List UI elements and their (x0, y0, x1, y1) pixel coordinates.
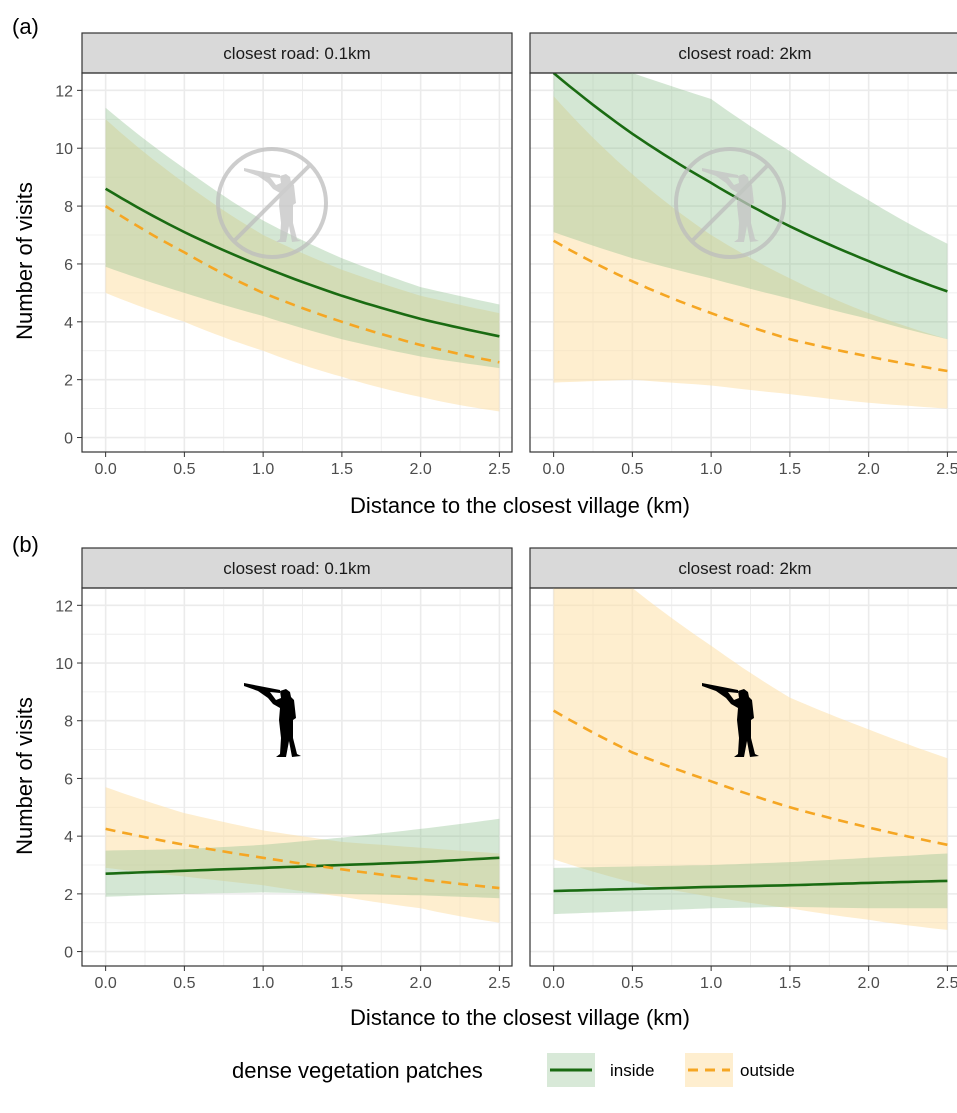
x-tick-label: 1.5 (779, 461, 801, 478)
panel-border (81, 72, 513, 453)
x-tick-label: 0.0 (95, 975, 117, 992)
hunter-icon (702, 683, 759, 757)
y-tick-label: 6 (64, 257, 73, 274)
y-tick-label: 10 (55, 141, 73, 158)
y-tick-label: 10 (55, 656, 73, 673)
facet-strip (529, 32, 957, 74)
plot-area (105, 787, 500, 923)
legend: dense vegetation patches inside outside (232, 1053, 795, 1087)
y-tick-label: 2 (64, 373, 73, 390)
x-tick-label: 0.0 (95, 461, 117, 478)
x-axis-title-a: Distance to the closest village (km) (350, 493, 690, 518)
hunter-crossed-out-icon (216, 147, 328, 259)
y-tick-label: 6 (64, 771, 73, 788)
plot-area (104, 107, 500, 412)
x-tick-label: 1.0 (252, 975, 274, 992)
hunter-silhouette (244, 683, 301, 757)
x-tick-label: 0.0 (543, 461, 565, 478)
x-tick-label: 2.5 (936, 461, 957, 478)
x-tick-label: 1.5 (331, 461, 353, 478)
facet-strip (81, 547, 513, 589)
facet-strip-label: closest road: 0.1km (223, 559, 370, 578)
x-tick-label: 1.5 (331, 975, 353, 992)
panel-border (81, 587, 513, 967)
hunter-crossed-out-icon (674, 147, 786, 259)
prohibition-circle (216, 147, 328, 259)
confidence-band-outside (105, 787, 500, 923)
y-axis-title-a: Number of visits (12, 182, 37, 340)
panel-4: closest road: 2km 0.0 0.5 1.0 1.5 2.0 2.5 (529, 547, 957, 992)
x-tick-label: 1.0 (700, 975, 722, 992)
y-tick-label: 4 (64, 315, 73, 332)
panel-tag-a: (a) (12, 14, 39, 39)
x-tick-label: 1.0 (252, 461, 274, 478)
x-tick-label: 2.5 (936, 975, 957, 992)
panel-3: closest road: 0.1km 0.0 0.5 1.0 1.5 2.0 2.5 0 2 4… (55, 547, 513, 992)
confidence-band-inside (105, 818, 500, 899)
x-tick-label: 0.5 (621, 975, 643, 992)
confidence-band-outside (553, 96, 948, 409)
facet-strip-label: closest road: 2km (678, 44, 811, 63)
x-tick-label: 0.0 (543, 975, 565, 992)
x-tick-label: 2.5 (488, 975, 510, 992)
x-tick-label: 2.5 (488, 461, 510, 478)
y-tick-label: 2 (64, 887, 73, 904)
facet-strip-label: closest road: 2km (678, 559, 811, 578)
legend-label-outside: outside (740, 1061, 795, 1080)
y-tick-label: 4 (64, 829, 73, 846)
x-axis-title-b: Distance to the closest village (km) (350, 1005, 690, 1030)
series-line-outside (104, 205, 500, 364)
y-tick-label: 12 (55, 598, 73, 615)
y-axis-title-b: Number of visits (12, 697, 37, 855)
y-tick-label: 0 (64, 945, 73, 962)
facet-strip (81, 32, 513, 74)
x-tick-label: 0.5 (173, 461, 195, 478)
series-line-inside (104, 187, 500, 338)
plot-area (552, 588, 948, 930)
x-tick-label: 2.0 (858, 461, 880, 478)
series-line-outside (105, 827, 500, 890)
hunter-icon (244, 683, 301, 757)
panels-layer: closest road: 0.1km 0.0 0.5 1.0 1.5 2.0 2.5 0 2 4… (55, 32, 957, 992)
hunter-silhouette (702, 683, 759, 757)
panel-border (529, 72, 957, 453)
series-line-inside (105, 856, 500, 875)
x-tick-label: 2.0 (858, 975, 880, 992)
x-tick-label: 2.0 (410, 461, 432, 478)
x-tick-label: 1.5 (779, 975, 801, 992)
legend-title: dense vegetation patches (232, 1058, 483, 1083)
panel-border (529, 587, 957, 967)
y-tick-label: 12 (55, 83, 73, 100)
x-tick-label: 0.5 (173, 975, 195, 992)
x-tick-label: 2.0 (410, 975, 432, 992)
series-line-outside (552, 239, 948, 373)
panel-1: closest road: 0.1km 0.0 0.5 1.0 1.5 2.0 2.5 0 2 4… (55, 32, 513, 478)
x-tick-label: 0.5 (621, 461, 643, 478)
y-tick-label: 8 (64, 714, 73, 731)
panel-2: closest road: 2km 0.0 0.5 1.0 1.5 2.0 2.5 (529, 32, 957, 478)
confidence-band-outside (553, 588, 948, 930)
prohibition-slash (232, 163, 312, 243)
confidence-band-inside (105, 107, 500, 369)
y-tick-label: 0 (64, 431, 73, 448)
facet-strip-label: closest road: 0.1km (223, 44, 370, 63)
series-line-inside (553, 879, 948, 893)
confidence-band-inside (553, 853, 948, 915)
panel-tag-b: (b) (12, 532, 39, 557)
prohibition-circle (674, 147, 786, 259)
x-tick-label: 1.0 (700, 461, 722, 478)
y-tick-label: 8 (64, 199, 73, 216)
legend-label-inside: inside (610, 1061, 654, 1080)
prohibition-slash (690, 163, 770, 243)
series-line-outside (552, 709, 948, 847)
